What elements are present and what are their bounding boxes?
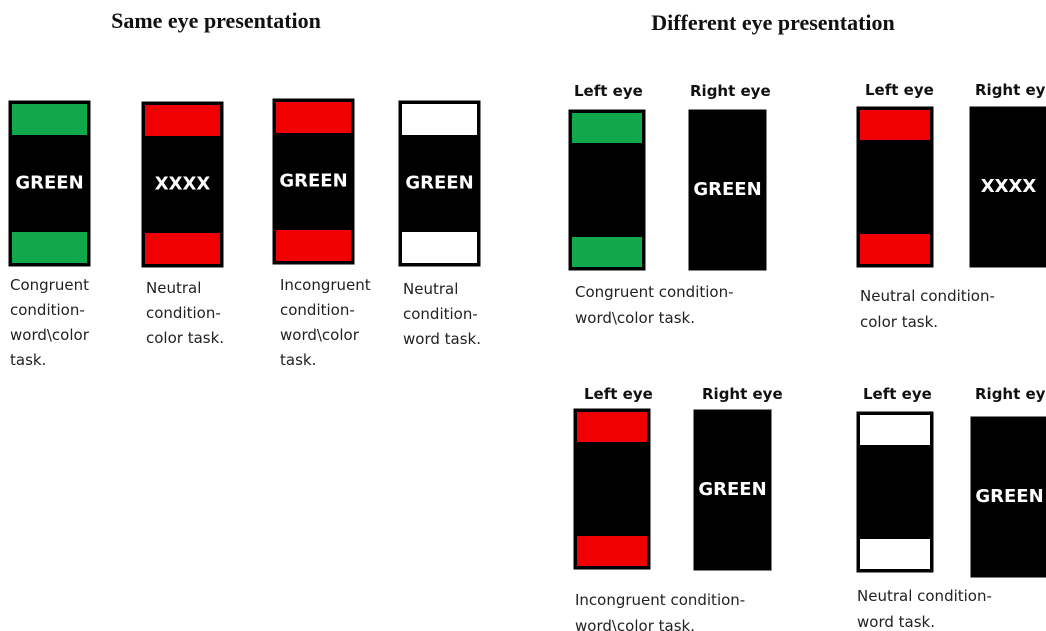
color-bar	[577, 536, 647, 566]
stimulus-word: GREEN	[405, 173, 473, 194]
stimulus	[969, 106, 1046, 268]
color-bar	[402, 104, 477, 135]
color-bar	[860, 234, 930, 264]
caption-line: word task.	[857, 613, 935, 631]
caption-line: word\color	[10, 326, 90, 344]
eye-label: Right eye	[975, 385, 1046, 403]
color-bar	[860, 539, 930, 569]
caption-line: word task.	[403, 330, 481, 348]
stimulus-word: GREEN	[693, 179, 761, 200]
color-bar	[145, 105, 220, 136]
color-bar	[860, 415, 930, 445]
color-bar	[276, 230, 351, 261]
caption-line: condition-	[146, 304, 221, 322]
color-bar	[12, 232, 87, 263]
eye-label: Right eye	[975, 81, 1046, 99]
eye-label: Left eye	[865, 81, 934, 99]
section-title: Same eye presentation	[111, 8, 321, 33]
color-bar	[12, 104, 87, 135]
caption-line: Neutral	[403, 280, 458, 298]
caption-line: Neutral condition-	[860, 287, 995, 305]
caption-line: Incongruent condition-	[575, 591, 745, 609]
caption-line: color task.	[860, 313, 938, 331]
color-bar	[145, 233, 220, 264]
caption-line: task.	[10, 351, 46, 369]
stimulus-word: GREEN	[279, 171, 347, 192]
color-bar	[860, 110, 930, 140]
eye-label: Left eye	[574, 82, 643, 100]
caption-line: Congruent	[10, 276, 89, 294]
section-title: Different eye presentation	[651, 10, 895, 35]
eye-label: Right eye	[702, 385, 783, 403]
stimulus-word: GREEN	[698, 479, 766, 500]
caption-line: color task.	[146, 329, 224, 347]
caption-line: word\color task.	[575, 617, 695, 631]
stimulus-word: GREEN	[15, 173, 83, 194]
caption-line: condition-	[10, 301, 85, 319]
color-bar	[276, 102, 351, 133]
stimulus	[688, 109, 767, 271]
stimulus-word: GREEN	[975, 486, 1043, 507]
color-bar	[572, 113, 642, 143]
color-bar	[577, 412, 647, 442]
eye-label: Left eye	[584, 385, 653, 403]
stimulus	[693, 409, 772, 571]
caption-line: task.	[280, 351, 316, 369]
eye-label: Right eye	[690, 82, 771, 100]
caption-line: Incongruent	[280, 276, 371, 294]
caption-line: Congruent condition-	[575, 283, 734, 301]
eye-label: Left eye	[863, 385, 932, 403]
caption-line: condition-	[403, 305, 478, 323]
stimulus	[970, 416, 1046, 578]
caption-line: Neutral condition-	[857, 587, 992, 605]
color-bar	[572, 237, 642, 267]
color-bar	[402, 232, 477, 263]
caption-line: word\color task.	[575, 309, 695, 327]
caption-line: word\color	[280, 326, 360, 344]
caption-line: condition-	[280, 301, 355, 319]
caption-line: Neutral	[146, 279, 201, 297]
stimulus-word: XXXX	[981, 176, 1037, 197]
stimulus-word: XXXX	[155, 174, 211, 195]
